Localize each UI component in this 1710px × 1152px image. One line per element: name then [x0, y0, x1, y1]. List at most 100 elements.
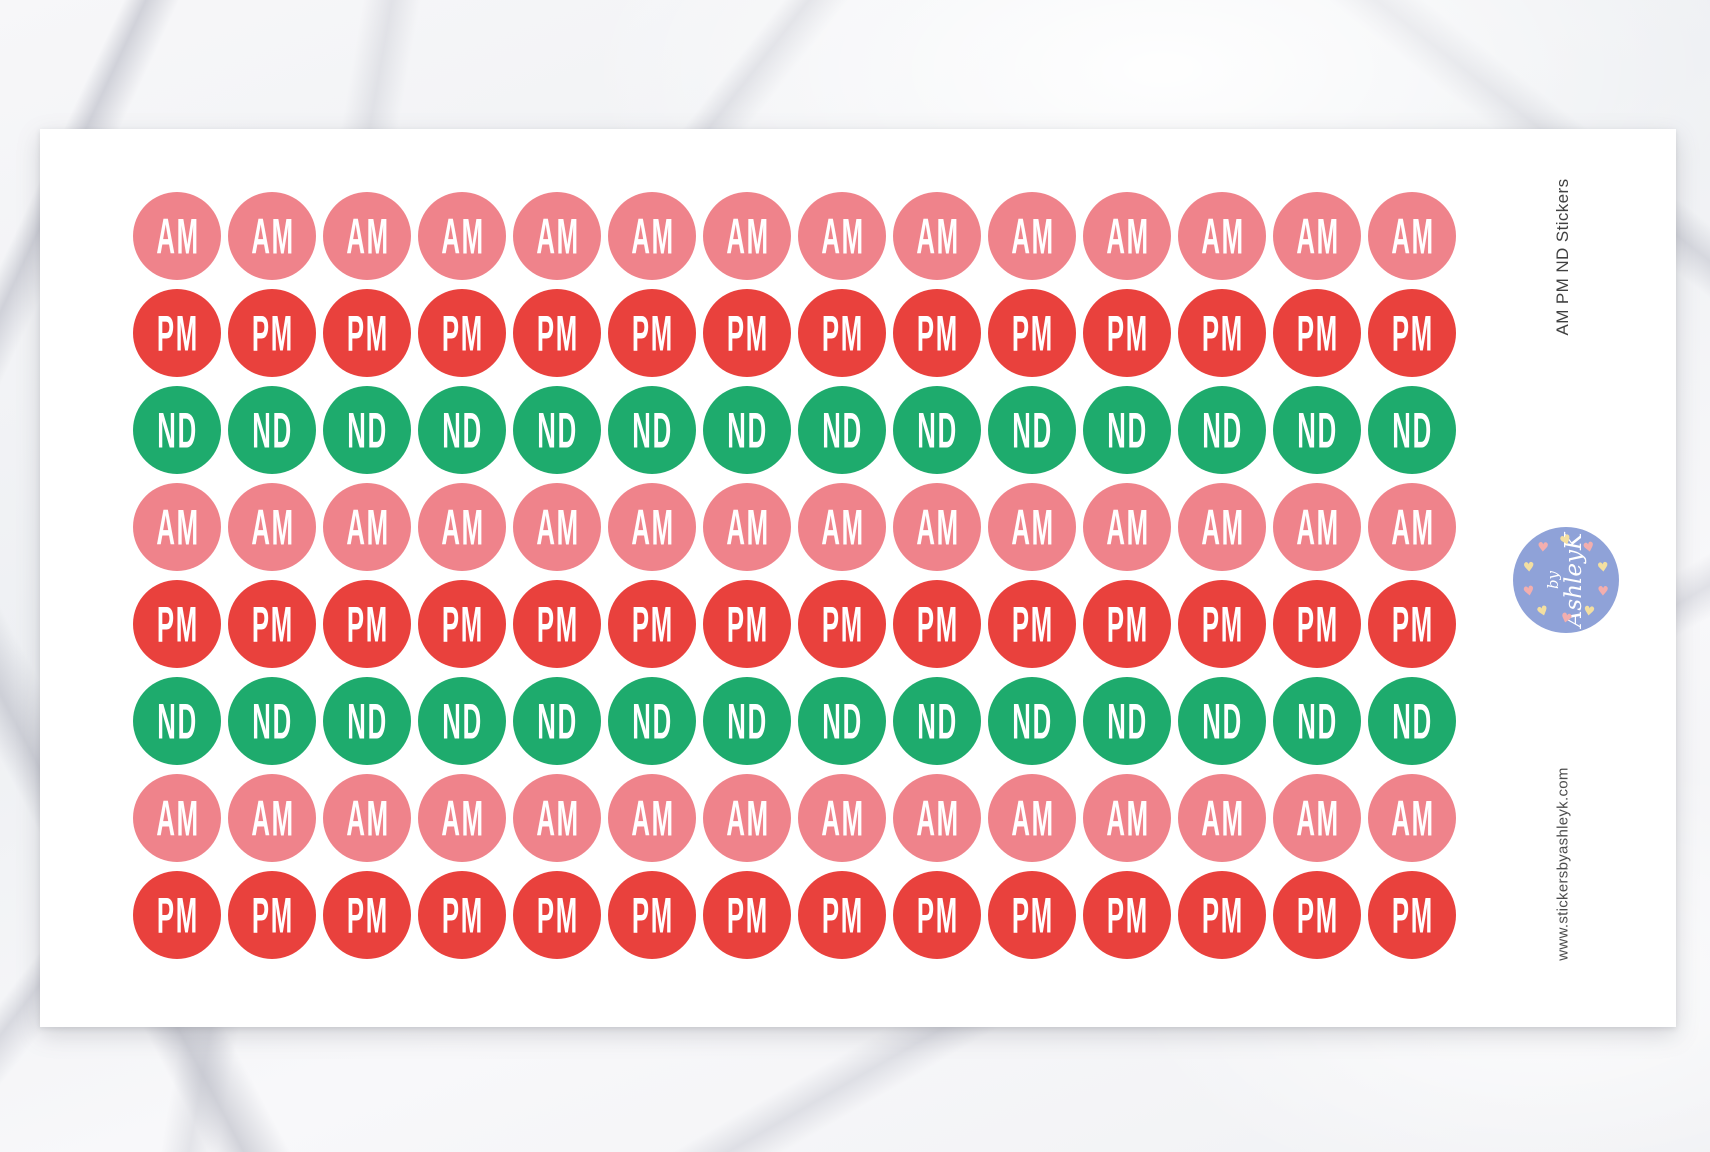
sticker-label: AM [441, 789, 485, 847]
sticker-nd: ND [228, 386, 316, 474]
sticker-label: AM [916, 498, 960, 556]
sticker-label: AM [1011, 498, 1055, 556]
sticker-label: PM [1201, 595, 1244, 653]
sticker-label: AM [536, 207, 580, 265]
sticker-am: AM [893, 483, 981, 571]
sticker-nd: ND [988, 677, 1076, 765]
sticker-label: AM [536, 498, 580, 556]
sticker-sheet: AM AM AM AM AM AM AM AM AM AM AM AM AM AM PM PM PM PM PM PM… [40, 129, 1676, 1027]
sticker-nd: ND [798, 677, 886, 765]
sticker-am: AM [1368, 774, 1456, 862]
sticker-nd: ND [513, 677, 601, 765]
sticker-pm: PM [1368, 289, 1456, 377]
sticker-pm: PM [513, 289, 601, 377]
sticker-label: PM [536, 304, 579, 362]
sticker-pm: PM [893, 289, 981, 377]
sticker-pm: PM [133, 871, 221, 959]
sticker-pm: PM [608, 580, 696, 668]
sticker-label: ND [157, 692, 199, 750]
sticker-label: PM [1201, 886, 1244, 944]
sticker-pm: PM [418, 289, 506, 377]
sticker-label: AM [1011, 207, 1055, 265]
sticker-label: AM [536, 789, 580, 847]
sticker-am: AM [1083, 483, 1171, 571]
sticker-am: AM [1368, 483, 1456, 571]
sticker-am: AM [323, 483, 411, 571]
sticker-am: AM [513, 483, 601, 571]
sticker-label: ND [727, 692, 769, 750]
sticker-label: PM [916, 304, 959, 362]
sticker-label: PM [631, 304, 674, 362]
sticker-label: ND [1012, 692, 1054, 750]
sticker-label: AM [821, 498, 865, 556]
sticker-am: AM [703, 483, 791, 571]
sticker-label: AM [1106, 789, 1150, 847]
sticker-pm: PM [228, 289, 316, 377]
sticker-am: AM [798, 774, 886, 862]
sticker-am: AM [1273, 192, 1361, 280]
sticker-am: AM [608, 192, 696, 280]
sticker-am: AM [1083, 192, 1171, 280]
sticker-label: AM [346, 498, 390, 556]
sticker-am: AM [1368, 192, 1456, 280]
sticker-label: AM [631, 498, 675, 556]
sticker-row-1: AM AM AM AM AM AM AM AM AM AM AM AM AM AM [133, 192, 1456, 280]
sticker-label: PM [916, 886, 959, 944]
sticker-label: ND [917, 692, 959, 750]
sticker-label: AM [1106, 498, 1150, 556]
sticker-pm: PM [133, 289, 221, 377]
sticker-nd: ND [1368, 386, 1456, 474]
sticker-am: AM [228, 483, 316, 571]
sticker-am: AM [133, 774, 221, 862]
sticker-am: AM [988, 483, 1076, 571]
heart-icon: ♥ [1536, 540, 1550, 557]
sticker-label: ND [727, 401, 769, 459]
sticker-label: PM [441, 886, 484, 944]
sticker-label: PM [1296, 886, 1339, 944]
sticker-label: PM [156, 595, 199, 653]
sticker-nd: ND [608, 386, 696, 474]
sticker-label: AM [821, 789, 865, 847]
sticker-pm: PM [798, 871, 886, 959]
sticker-label: AM [726, 789, 770, 847]
sticker-label: AM [346, 207, 390, 265]
sticker-am: AM [323, 774, 411, 862]
sticker-am: AM [703, 192, 791, 280]
sticker-label: PM [251, 304, 294, 362]
sticker-label: ND [442, 401, 484, 459]
sticker-nd: ND [323, 677, 411, 765]
sticker-nd: ND [228, 677, 316, 765]
sticker-am: AM [893, 774, 981, 862]
sticker-am: AM [133, 192, 221, 280]
sticker-pm: PM [418, 580, 506, 668]
sticker-am: AM [988, 774, 1076, 862]
sticker-pm: PM [608, 871, 696, 959]
sticker-pm: PM [608, 289, 696, 377]
sticker-label: ND [252, 401, 294, 459]
sticker-nd: ND [608, 677, 696, 765]
sticker-am: AM [418, 774, 506, 862]
sticker-nd: ND [133, 386, 221, 474]
sticker-label: ND [822, 692, 864, 750]
sticker-label: AM [1391, 207, 1435, 265]
sticker-label: AM [1296, 498, 1340, 556]
sticker-label: PM [1011, 886, 1054, 944]
sticker-pm: PM [418, 871, 506, 959]
sticker-pm: PM [1083, 871, 1171, 959]
sticker-pm: PM [133, 580, 221, 668]
sticker-nd: ND [1083, 386, 1171, 474]
sticker-label: AM [821, 207, 865, 265]
sticker-label: ND [1202, 692, 1244, 750]
sticker-am: AM [228, 774, 316, 862]
sticker-am: AM [608, 774, 696, 862]
sticker-pm: PM [988, 289, 1076, 377]
sticker-label: AM [916, 207, 960, 265]
sticker-am: AM [1178, 483, 1266, 571]
sticker-pm: PM [893, 871, 981, 959]
sticker-row-6: ND ND ND ND ND ND ND ND ND ND ND ND ND ND [133, 677, 1456, 765]
sticker-pm: PM [703, 580, 791, 668]
sticker-pm: PM [513, 580, 601, 668]
sticker-label: ND [1392, 401, 1434, 459]
sticker-label: PM [631, 886, 674, 944]
